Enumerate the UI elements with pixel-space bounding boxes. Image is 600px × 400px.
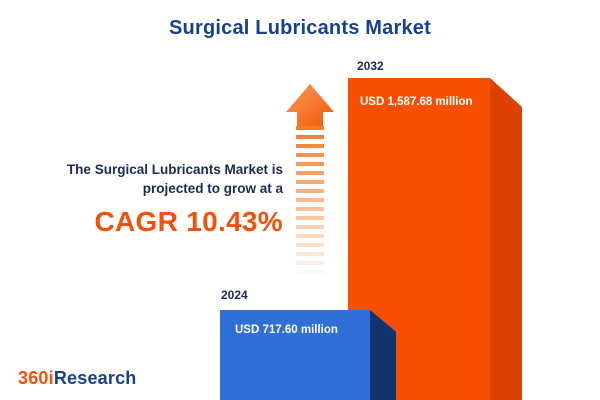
bar-2024-value-label: USD 717.60 million <box>235 324 338 336</box>
up-arrow-icon <box>286 84 334 126</box>
annotation-line-2: projected to grow at a <box>142 181 283 196</box>
bar-2032-value-label: USD 1,587.68 million <box>360 96 473 108</box>
brand-logo-part-1: 360i <box>18 368 54 388</box>
growth-arrow-icon <box>286 84 334 126</box>
cagr-value: CAGR 10.43% <box>94 206 283 237</box>
growth-arrow-tail-fade <box>294 126 326 286</box>
bar-2032-side-face <box>490 78 522 400</box>
bar-2024 <box>220 310 370 400</box>
annotation-line-1: The Surgical Lubricants Market is <box>66 162 283 177</box>
annotation-block: The Surgical Lubricants Market is projec… <box>3 160 283 238</box>
brand-logo-part-2: Research <box>53 368 137 388</box>
bar-2024-year-label: 2024 <box>221 288 248 302</box>
bar-2032-year-label: 2032 <box>357 59 384 73</box>
page-title: Surgical Lubricants Market <box>169 17 431 39</box>
brand-logo: 360iResearch <box>18 368 137 389</box>
